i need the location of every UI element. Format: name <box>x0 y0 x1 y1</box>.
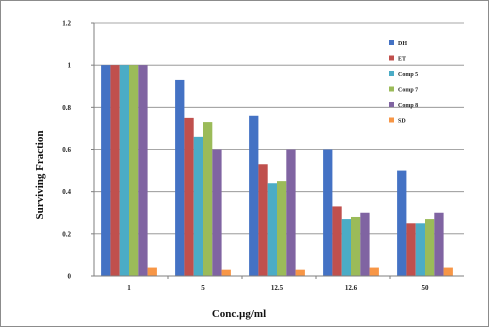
x-tick-labels: 1 5 12.5 12.6 50 <box>127 276 429 292</box>
bar-comp-8-5 <box>212 149 222 276</box>
y-tick-label: 0.6 <box>62 146 71 154</box>
x-axis-title: Conc.µg/ml <box>212 308 266 320</box>
legend-label: Comp 7 <box>398 88 418 94</box>
bar-et-50 <box>406 223 416 276</box>
y-axis-title: Surviving Fraction <box>34 131 46 220</box>
y-tick-label: 0.4 <box>62 188 71 196</box>
bar-comp-5-12.5 <box>267 183 277 276</box>
bar-et-5 <box>184 117 194 276</box>
legend-swatch <box>389 71 394 76</box>
bar-sd-12.6 <box>369 267 379 276</box>
x-tick-label: 5 <box>201 284 205 292</box>
bar-comp-7-12.5 <box>277 181 287 276</box>
bar-sd-5 <box>221 269 231 276</box>
bar-dh-12.5 <box>249 115 259 277</box>
bar-comp-5-5 <box>193 136 203 276</box>
bar-comp-8-1 <box>138 65 148 277</box>
bars-layer <box>101 65 453 277</box>
legend-label: SD <box>398 119 406 125</box>
bar-et-12.5 <box>258 164 268 276</box>
bar-sd-12.5 <box>295 269 305 276</box>
bar-dh-50 <box>397 170 407 276</box>
bar-comp-5-12.6 <box>341 219 351 276</box>
bar-comp-8-50 <box>434 212 444 276</box>
bar-sd-50 <box>443 267 453 276</box>
bar-comp-7-1 <box>129 65 139 277</box>
y-tick-label: 0.8 <box>62 104 71 112</box>
bar-comp-8-12.5 <box>286 149 296 276</box>
bar-et-12.6 <box>332 206 342 276</box>
bar-sd-1 <box>147 267 157 276</box>
legend-label: DH <box>398 41 407 47</box>
legend-swatch <box>389 86 394 92</box>
legend: DH ET Comp 5 Comp 7 Comp 8 SD <box>389 40 418 125</box>
legend-swatch <box>389 40 394 45</box>
bar-dh-12.6 <box>323 149 333 276</box>
y-tick-labels: 0 0.2 0.4 0.6 0.8 1 1.2 <box>62 20 94 281</box>
x-tick-label: 50 <box>422 284 430 292</box>
legend-swatch <box>389 117 394 123</box>
x-tick-label: 12.6 <box>345 284 358 292</box>
y-tick-label: 1.2 <box>62 20 71 28</box>
bar-dh-5 <box>175 79 185 276</box>
bar-comp-7-50 <box>425 219 435 276</box>
bar-dh-1 <box>101 65 111 277</box>
x-tick-label: 12.5 <box>271 284 284 292</box>
legend-label: ET <box>398 57 406 63</box>
y-tick-label: 0 <box>68 273 72 281</box>
legend-label: Comp 5 <box>398 72 418 78</box>
bar-comp-5-1 <box>119 65 129 277</box>
y-tick-label: 1 <box>68 62 72 70</box>
bar-comp-7-5 <box>203 122 213 276</box>
legend-swatch <box>389 102 394 107</box>
legend-label: Comp 8 <box>398 103 418 109</box>
bar-comp-8-12.6 <box>360 212 370 276</box>
bar-comp-7-12.6 <box>351 216 361 276</box>
bar-et-1 <box>110 65 120 277</box>
x-tick-label: 1 <box>127 284 131 292</box>
legend-swatch <box>389 55 394 61</box>
bar-comp-5-50 <box>415 223 425 276</box>
y-tick-label: 0.2 <box>62 230 71 238</box>
